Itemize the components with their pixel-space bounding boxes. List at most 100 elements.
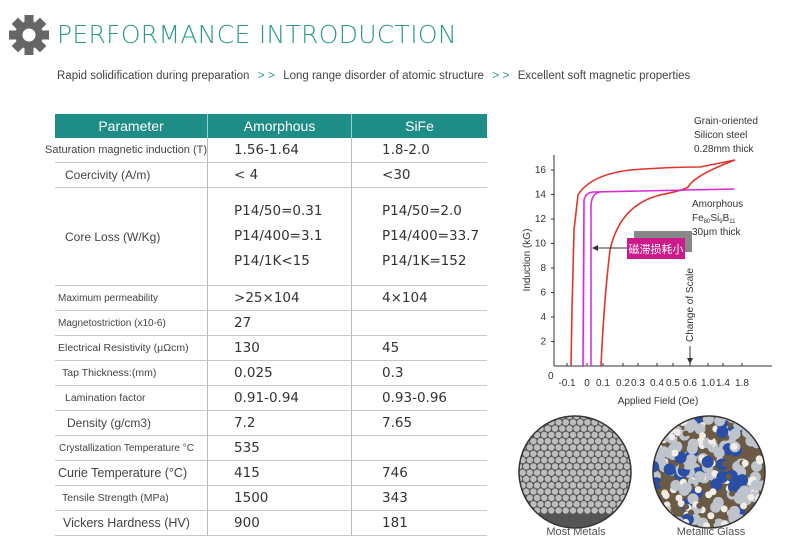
atom [709,518,716,525]
atom [616,475,623,483]
y-tick-label: 8 [540,263,546,274]
atom [551,425,559,432]
subtitle: Rapid solidification during preparation … [57,68,690,82]
atom [584,419,591,426]
x-tick-label: 1.8 [735,378,749,389]
amorphous-cell: 415 [207,460,352,486]
atom [573,416,580,420]
atom [584,431,591,439]
atom [757,511,765,519]
atom [526,419,533,426]
atom [635,432,641,438]
atom [519,501,523,508]
atom [555,456,562,464]
sife-cell [351,435,487,461]
sife-cell: P14/50=2.0 P14/400=33.7 P14/1K=152 [351,187,487,286]
atom [613,444,620,451]
atom [682,430,689,437]
amorphous-cell: 0.91-0.94 [207,385,352,411]
param-cell: Maximum permeability [55,285,208,311]
core-loss-line: P14/400=33.7 [382,228,480,244]
atom [623,438,631,445]
amorphous-cell: P14/50=0.31 P14/400=3.1 P14/1K<15 [207,187,352,286]
atom [562,431,569,439]
atom [602,416,609,420]
y-tick-label: 4 [540,312,546,323]
atom [587,501,595,508]
silicon-label-2: Silicon steel [694,130,747,141]
atom [569,444,577,451]
atom [530,416,537,420]
page-title: PERFORMANCE INTRODUCTION [57,20,457,49]
atom [756,457,764,465]
most-metals-structure [518,415,641,529]
atom [548,444,555,451]
atom [577,494,584,502]
atom [736,474,749,487]
atom [752,416,759,422]
atom [573,450,580,457]
x-tick-label: 0.4 [650,378,664,389]
atom [595,475,602,483]
atom [609,488,616,495]
most-metals-label: Most Metals [546,526,606,538]
atom [736,416,748,425]
atom [519,469,526,476]
sife-cell [351,310,487,336]
atom [627,494,631,502]
atom [729,428,741,440]
atom [559,438,566,445]
atom [620,419,627,426]
atom [613,494,620,502]
atom [555,444,562,451]
atom [577,419,584,426]
atom [573,425,580,432]
atom [584,469,591,476]
atom [551,501,559,508]
header-parameter: Parameter [55,114,209,138]
param-cell: Electrical Resistivity (μΩcm) [55,335,208,361]
atom [598,469,605,476]
atom [530,463,537,470]
atom [530,488,537,495]
atom [686,443,698,455]
atom [544,416,551,420]
atom [694,423,706,435]
atom [530,501,537,508]
atom [602,425,609,432]
atom [526,482,533,489]
atom [523,416,530,420]
atom [668,433,676,441]
atom [569,419,577,426]
atom [613,456,620,464]
atom [699,432,707,440]
param-cell: Magnetostriction (x10-6) [55,310,208,336]
atom [665,416,677,422]
atom [544,463,551,470]
atom [530,450,537,457]
atom [562,456,569,464]
y-tick-label: 10 [535,239,547,250]
x-tick-label: 0.3 [631,378,645,389]
atom [573,488,580,495]
atom [602,438,609,445]
atom [533,456,541,464]
silicon-label-1: Grain-oriented [694,116,758,127]
table-row: Crystallization Temperature °C 535 [55,435,487,461]
atom [537,416,544,420]
atom [598,456,605,464]
atom [587,463,595,470]
atom [635,507,641,513]
atom [635,470,641,476]
param-cell: Density (g/cm3) [55,410,208,436]
atom [533,482,541,489]
atom [602,475,609,483]
atom [591,456,598,464]
atom [598,494,605,502]
gear-icon [9,15,49,55]
header-sife: SiFe [351,114,487,138]
atom [548,507,555,514]
atom [566,501,573,508]
amorphous-cell: < 4 [207,162,352,188]
atom [551,488,559,495]
